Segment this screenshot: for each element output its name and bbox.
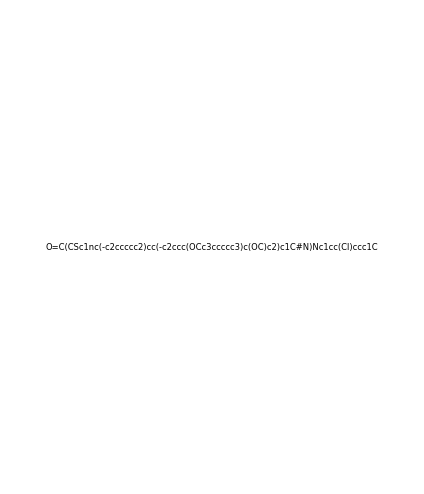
Text: O=C(CSc1nc(-c2ccccc2)cc(-c2ccc(OCc3ccccc3)c(OC)c2)c1C#N)Nc1cc(Cl)ccc1C: O=C(CSc1nc(-c2ccccc2)cc(-c2ccc(OCc3ccccc… bbox=[46, 243, 378, 251]
